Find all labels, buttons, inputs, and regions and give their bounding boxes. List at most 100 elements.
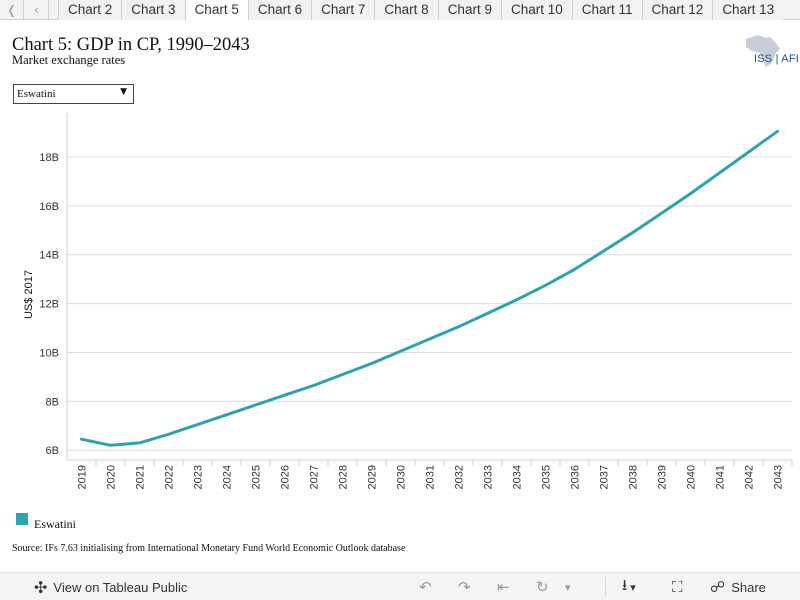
data-point[interactable] [774, 127, 782, 135]
y-tick-label: 10B [39, 347, 59, 359]
data-point[interactable] [629, 229, 637, 237]
tab-chart-11[interactable]: Chart 11 [571, 0, 642, 20]
x-tick-label: 2023 [193, 465, 205, 489]
x-tick-label: 2020 [106, 465, 118, 489]
tab-chart-3[interactable]: Chart 3 [121, 0, 185, 20]
redo-button[interactable]: ↷ [458, 573, 471, 600]
tab-chart-9[interactable]: Chart 9 [437, 0, 501, 20]
data-point[interactable] [165, 430, 173, 438]
tab-chart-7[interactable]: Chart 7 [311, 0, 375, 20]
data-point[interactable] [484, 309, 492, 317]
chart-subtitle: Market exchange rates [12, 53, 126, 67]
data-point[interactable] [339, 370, 347, 378]
scroll-tabs-prev-icon[interactable]: ‹ [25, 0, 49, 19]
download-button[interactable]: ⭳ ▾ [622, 573, 636, 600]
x-tick-label: 2043 [773, 465, 785, 489]
tab-chart-2[interactable]: Chart 2 [58, 0, 122, 20]
legend-label-eswatini[interactable]: Eswatini [34, 517, 76, 531]
x-tick-label: 2021 [135, 465, 147, 489]
data-point[interactable] [745, 148, 753, 156]
data-point[interactable] [107, 441, 115, 449]
data-point[interactable] [194, 421, 202, 429]
x-tick-label: 2024 [222, 465, 234, 489]
tab-chart-5[interactable]: Chart 5 [184, 0, 248, 21]
data-point[interactable] [223, 411, 231, 419]
scroll-tabs-first-icon[interactable]: ❬ [0, 0, 24, 19]
x-tick-label: 2036 [570, 465, 582, 489]
y-tick-label: 16B [39, 201, 59, 213]
x-tick-label: 2039 [657, 465, 669, 489]
share-icon: ☍ [710, 578, 726, 596]
tableau-icon: ✣ [34, 577, 48, 597]
data-point[interactable] [397, 347, 405, 355]
y-tick-label: 8B [46, 396, 59, 408]
tableau-toolbar: ✣ View on Tableau Public ↶ ↷ ⇤ ↻ ▾ ⭳ ▾ ⛶… [0, 572, 800, 600]
x-tick-label: 2027 [309, 465, 321, 489]
tab-chart-10[interactable]: Chart 10 [500, 0, 572, 20]
tab-chart-6[interactable]: Chart 6 [247, 0, 312, 20]
revert-button[interactable]: ⇤ [497, 573, 510, 600]
x-tick-label: 2035 [541, 465, 553, 489]
data-point[interactable] [78, 435, 86, 443]
country-filter-dropdown[interactable]: Eswatini ▼ [13, 84, 134, 104]
data-point[interactable] [600, 247, 608, 255]
tab-chart-8[interactable]: Chart 8 [374, 0, 438, 20]
y-axis-title: US$ 2017 [23, 270, 35, 319]
fullscreen-button[interactable]: ⛶ [672, 573, 683, 600]
data-point[interactable] [426, 335, 434, 343]
tab-chart-12[interactable]: Chart 12 [641, 0, 713, 20]
data-point[interactable] [310, 381, 318, 389]
data-point[interactable] [542, 281, 550, 289]
tab-chart-13[interactable]: Chart 13 [712, 0, 784, 20]
x-tick-label: 2040 [686, 465, 698, 489]
data-point[interactable] [716, 169, 724, 177]
download-icon: ⭳ [622, 575, 628, 594]
data-point[interactable] [252, 401, 260, 409]
chevron-down-icon: ▾ [630, 580, 636, 594]
data-point[interactable] [571, 265, 579, 273]
x-tick-label: 2026 [280, 465, 292, 489]
x-tick-label: 2025 [251, 465, 263, 489]
x-tick-label: 2032 [454, 465, 466, 489]
x-tick-label: 2030 [396, 465, 408, 489]
data-point[interactable] [658, 209, 666, 217]
y-tick-label: 6B [46, 445, 59, 457]
x-tick-label: 2038 [628, 465, 640, 489]
fullscreen-icon: ⛶ [672, 578, 683, 596]
undo-button[interactable]: ↶ [419, 573, 432, 600]
chevron-down-icon: ▾ [565, 580, 571, 594]
data-point[interactable] [136, 439, 144, 447]
toolbar-divider [605, 577, 606, 597]
redo-icon: ↷ [458, 578, 471, 596]
data-point[interactable] [281, 391, 289, 399]
x-tick-label: 2037 [599, 465, 611, 489]
sheet-tabs: Chart 2 Chart 3 Chart 5 Chart 6 Chart 7 Chart… [58, 0, 784, 21]
x-tick-label: 2042 [744, 465, 756, 489]
refresh-menu-button[interactable]: ▾ [565, 573, 571, 600]
view-on-tableau-label: View on Tableau Public [53, 579, 188, 595]
source-note: Source: IFs 7.63 initialising from Inter… [12, 543, 406, 554]
gdp-line-chart: 6B 8B 10B 12B 14B 16B 18B US$ 2017 2019 2020 2021 2… [23, 113, 793, 489]
undo-icon: ↶ [419, 578, 432, 596]
x-tick-label: 2019 [77, 465, 89, 489]
data-point[interactable] [513, 296, 521, 304]
y-tick-label: 12B [39, 299, 59, 311]
share-button[interactable]: ☍ Share [710, 573, 766, 600]
refresh-button[interactable]: ↻ [536, 573, 549, 600]
data-point[interactable] [687, 190, 695, 198]
refresh-icon: ↻ [536, 578, 549, 596]
x-tick-label: 2041 [715, 465, 727, 489]
x-tick-label: 2028 [338, 465, 350, 489]
series-line-eswatini[interactable] [80, 129, 779, 447]
data-point[interactable] [455, 323, 463, 331]
country-filter-value: Eswatini [17, 88, 56, 100]
y-tick-label: 14B [39, 250, 59, 262]
data-point[interactable] [368, 359, 376, 367]
africa-logo-icon [746, 35, 780, 67]
legend-swatch-eswatini[interactable] [16, 513, 28, 525]
y-tick-label: 18B [39, 152, 59, 164]
share-label: Share [731, 579, 766, 595]
view-on-tableau-public-button[interactable]: ✣ View on Tableau Public [34, 573, 187, 600]
x-tick-label: 2034 [512, 465, 524, 489]
